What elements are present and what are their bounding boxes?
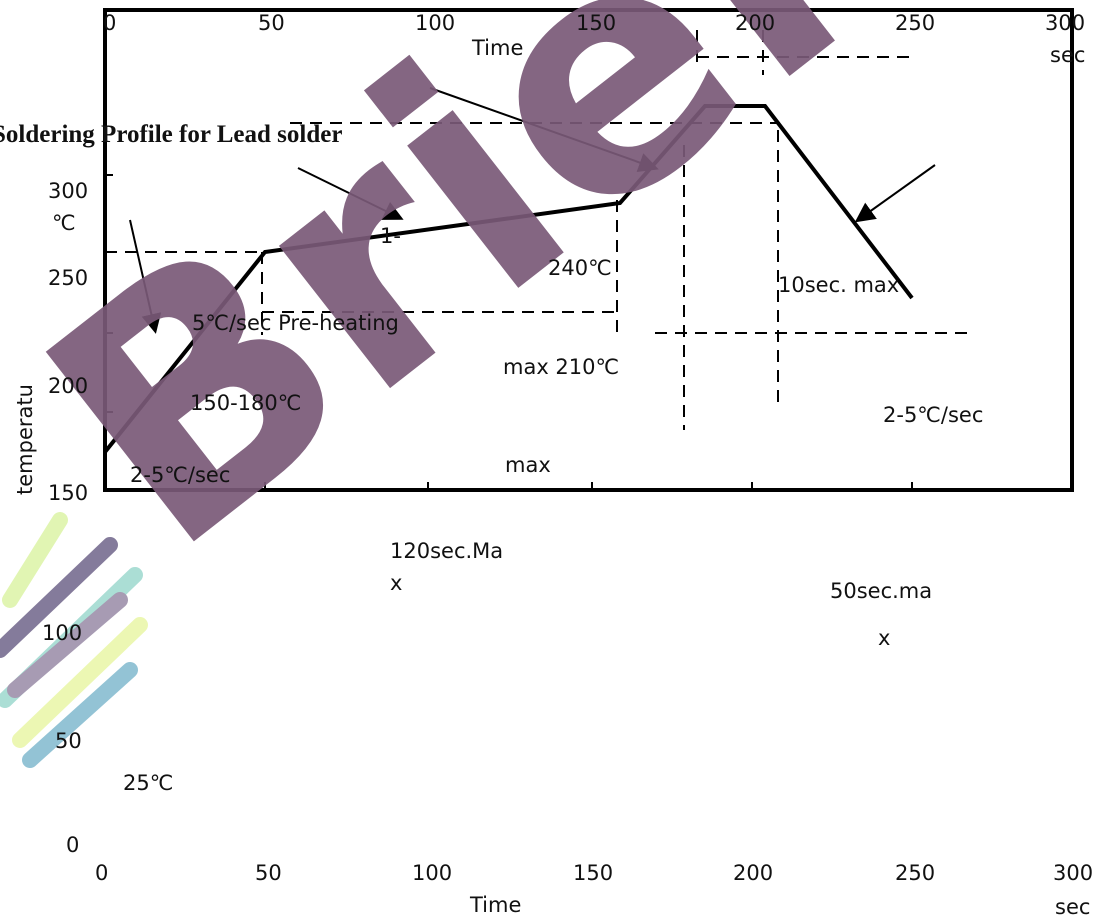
decor-stripes xyxy=(0,512,148,768)
axis-label: Time xyxy=(471,36,523,60)
profile-line xyxy=(103,104,914,454)
annotation: 25℃ xyxy=(123,771,173,795)
top-axis: 0 50 100 150 200 250 300 sec Time xyxy=(103,11,1085,67)
tick-label: 150 xyxy=(48,481,88,505)
annotations: 1- 240℃ 10sec. max 5℃/sec Pre-heating ma… xyxy=(123,224,983,795)
tick-label: 200 xyxy=(733,861,773,885)
annotation: 5℃/sec Pre-heating xyxy=(192,311,399,335)
tick-label: 100 xyxy=(42,621,82,645)
guide-lines xyxy=(105,30,970,430)
tick-label: 250 xyxy=(895,861,935,885)
tick-label: 0 xyxy=(95,861,108,885)
watermark: Brief xyxy=(0,0,928,621)
annotation: 2-5℃/sec xyxy=(883,403,983,427)
annotation: max 210℃ xyxy=(503,355,619,379)
tick-label: 200 xyxy=(735,11,775,35)
axis-label: temperatu xyxy=(13,384,37,495)
annotation: 120sec.Ma xyxy=(390,539,503,563)
tick-label: 150 xyxy=(576,11,616,35)
unit: ℃ xyxy=(52,211,76,235)
annotation: x xyxy=(878,626,890,650)
axis-label: Time xyxy=(469,893,521,917)
annotation: 150-180℃ xyxy=(190,391,301,415)
tick-label: 100 xyxy=(415,11,455,35)
tick-label: 50 xyxy=(258,11,285,35)
tick-label: 250 xyxy=(895,11,935,35)
tick-label: 100 xyxy=(412,861,452,885)
unit: sec xyxy=(1055,895,1090,919)
tick-label: 50 xyxy=(255,861,282,885)
tick-label: 300 xyxy=(1045,11,1085,35)
arrows xyxy=(129,87,936,334)
tick-label: 300 xyxy=(1053,861,1093,885)
temperature-axis: 300 ℃ 250 200 150 100 50 0 temperatu xyxy=(13,179,88,857)
tick-label: 200 xyxy=(48,374,88,398)
tick-label: 300 xyxy=(48,179,88,203)
tick-label: 150 xyxy=(573,861,613,885)
bottom-axis: 0 50 100 150 200 250 300 Time sec xyxy=(95,861,1093,919)
tick-label: 50 xyxy=(55,729,82,753)
annotation: 2-5℃/sec xyxy=(130,463,230,487)
annotation: 240℃ xyxy=(548,256,612,280)
unit: sec xyxy=(1050,43,1085,67)
tick-label: 0 xyxy=(103,11,116,35)
tick-label: 250 xyxy=(48,266,88,290)
annotation: 10sec. max xyxy=(778,273,899,297)
annotation: max xyxy=(505,453,551,477)
chart-frame xyxy=(103,8,1074,492)
annotation: 1- xyxy=(380,224,401,248)
annotation: 50sec.ma xyxy=(830,579,932,603)
title: Soldering Profile for Lead solder xyxy=(0,121,342,148)
tick-label: 0 xyxy=(66,833,79,857)
annotation: x xyxy=(390,571,402,595)
